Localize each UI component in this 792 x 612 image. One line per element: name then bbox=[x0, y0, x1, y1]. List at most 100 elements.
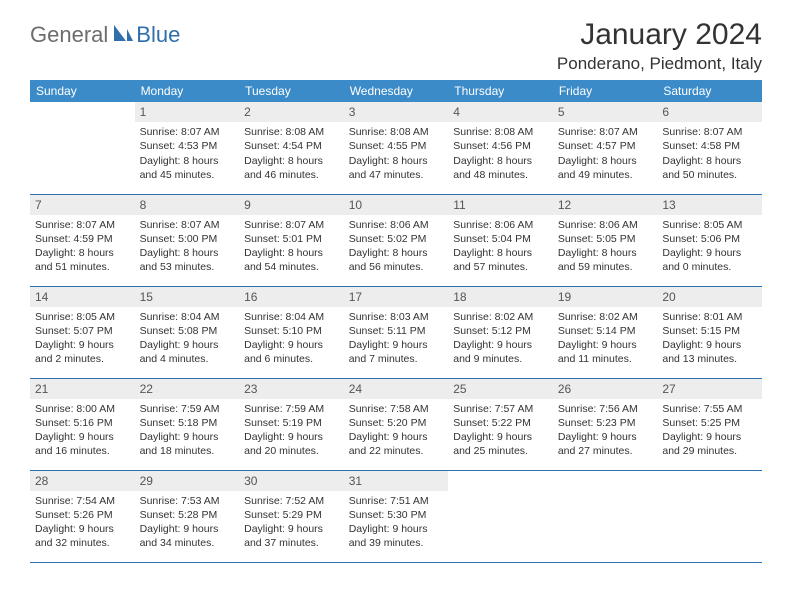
logo: General Blue bbox=[30, 18, 180, 48]
calendar-day-cell: 17Sunrise: 8:03 AMSunset: 5:11 PMDayligh… bbox=[344, 286, 449, 378]
day-sr: Sunrise: 7:59 AM bbox=[140, 402, 235, 416]
day-d2: and 6 minutes. bbox=[244, 352, 339, 366]
day-sr: Sunrise: 8:01 AM bbox=[662, 310, 757, 324]
calendar-day-cell: 26Sunrise: 7:56 AMSunset: 5:23 PMDayligh… bbox=[553, 378, 658, 470]
location-subtitle: Ponderano, Piedmont, Italy bbox=[557, 54, 762, 74]
day-body: Sunrise: 8:02 AMSunset: 5:12 PMDaylight:… bbox=[448, 307, 553, 371]
day-ss: Sunset: 5:11 PM bbox=[349, 324, 444, 338]
weekday-header: Saturday bbox=[657, 80, 762, 102]
day-d2: and 22 minutes. bbox=[349, 444, 444, 458]
day-ss: Sunset: 5:20 PM bbox=[349, 416, 444, 430]
day-body: Sunrise: 7:53 AMSunset: 5:28 PMDaylight:… bbox=[135, 491, 240, 555]
day-number: 1 bbox=[135, 102, 240, 122]
day-ss: Sunset: 5:05 PM bbox=[558, 232, 653, 246]
day-sr: Sunrise: 8:04 AM bbox=[244, 310, 339, 324]
calendar-day-cell: 21 Sunrise: 8:00 AMSunset: 5:16 PMDayligh… bbox=[30, 378, 135, 470]
day-body: Sunrise: 7:51 AMSunset: 5:30 PMDaylight:… bbox=[344, 491, 449, 555]
logo-sail-icon bbox=[112, 23, 134, 48]
day-number: 21 bbox=[30, 379, 135, 399]
day-d1: Daylight: 8 hours bbox=[140, 154, 235, 168]
day-d1: Daylight: 9 hours bbox=[244, 522, 339, 536]
weekday-header: Sunday bbox=[30, 80, 135, 102]
day-number: 27 bbox=[657, 379, 762, 399]
day-ss: Sunset: 5:16 PM bbox=[35, 416, 130, 430]
day-number: 20 bbox=[657, 287, 762, 307]
day-sr: Sunrise: 8:00 AM bbox=[35, 402, 130, 416]
day-number: 9 bbox=[239, 195, 344, 215]
day-d1: Daylight: 9 hours bbox=[453, 338, 548, 352]
day-sr: Sunrise: 8:07 AM bbox=[244, 218, 339, 232]
day-sr: Sunrise: 7:58 AM bbox=[349, 402, 444, 416]
day-d2: and 45 minutes. bbox=[140, 168, 235, 182]
calendar-day-cell: 14Sunrise: 8:05 AMSunset: 5:07 PMDayligh… bbox=[30, 286, 135, 378]
day-ss: Sunset: 5:06 PM bbox=[662, 232, 757, 246]
calendar-day-cell: 3Sunrise: 8:08 AMSunset: 4:55 PMDaylight… bbox=[344, 102, 449, 194]
day-d1: Daylight: 9 hours bbox=[140, 338, 235, 352]
day-sr: Sunrise: 8:06 AM bbox=[453, 218, 548, 232]
day-sr: Sunrise: 7:54 AM bbox=[35, 494, 130, 508]
day-sr: Sunrise: 8:02 AM bbox=[453, 310, 548, 324]
calendar-day-cell: 23Sunrise: 7:59 AMSunset: 5:19 PMDayligh… bbox=[239, 378, 344, 470]
day-ss: Sunset: 5:12 PM bbox=[453, 324, 548, 338]
day-ss: Sunset: 5:15 PM bbox=[662, 324, 757, 338]
day-d2: and 47 minutes. bbox=[349, 168, 444, 182]
day-sr: Sunrise: 8:02 AM bbox=[558, 310, 653, 324]
calendar-day-cell: 20Sunrise: 8:01 AMSunset: 5:15 PMDayligh… bbox=[657, 286, 762, 378]
day-d2: and 57 minutes. bbox=[453, 260, 548, 274]
day-ss: Sunset: 5:30 PM bbox=[349, 508, 444, 522]
day-d1: Daylight: 9 hours bbox=[349, 430, 444, 444]
day-number: 3 bbox=[344, 102, 449, 122]
day-d1: Daylight: 9 hours bbox=[558, 430, 653, 444]
calendar-week-row: 21Sunrise: 8:00 AMSunset: 5:16 PMDayligh… bbox=[30, 378, 762, 470]
day-sr: Sunrise: 8:08 AM bbox=[244, 125, 339, 139]
day-body: Sunrise: 8:07 AMSunset: 4:59 PMDaylight:… bbox=[30, 215, 135, 279]
day-ss: Sunset: 5:00 PM bbox=[140, 232, 235, 246]
day-ss: Sunset: 4:57 PM bbox=[558, 139, 653, 153]
day-d2: and 20 minutes. bbox=[244, 444, 339, 458]
day-body: Sunrise: 7:54 AMSunset: 5:26 PMDaylight:… bbox=[30, 491, 135, 555]
calendar-day-cell: 5Sunrise: 8:07 AMSunset: 4:57 PMDaylight… bbox=[553, 102, 658, 194]
day-number: 16 bbox=[239, 287, 344, 307]
day-ss: Sunset: 5:26 PM bbox=[35, 508, 130, 522]
calendar-day-cell: 16Sunrise: 8:04 AMSunset: 5:10 PMDayligh… bbox=[239, 286, 344, 378]
calendar-day-cell: 18Sunrise: 8:02 AMSunset: 5:12 PMDayligh… bbox=[448, 286, 553, 378]
day-ss: Sunset: 5:08 PM bbox=[140, 324, 235, 338]
day-sr: Sunrise: 8:03 AM bbox=[349, 310, 444, 324]
day-number: 29 bbox=[135, 471, 240, 491]
day-ss: Sunset: 5:07 PM bbox=[35, 324, 130, 338]
day-ss: Sunset: 5:02 PM bbox=[349, 232, 444, 246]
day-ss: Sunset: 4:53 PM bbox=[140, 139, 235, 153]
day-d1: Daylight: 8 hours bbox=[349, 246, 444, 260]
weekday-header: Friday bbox=[553, 80, 658, 102]
day-d1: Daylight: 9 hours bbox=[558, 338, 653, 352]
day-number: 26 bbox=[553, 379, 658, 399]
day-d2: and 49 minutes. bbox=[558, 168, 653, 182]
day-body: Sunrise: 7:59 AMSunset: 5:18 PMDaylight:… bbox=[135, 399, 240, 463]
day-body: Sunrise: 8:05 AMSunset: 5:06 PMDaylight:… bbox=[657, 215, 762, 279]
day-number: 31 bbox=[344, 471, 449, 491]
day-body: Sunrise: 8:04 AMSunset: 5:08 PMDaylight:… bbox=[135, 307, 240, 371]
calendar-day-cell bbox=[553, 470, 658, 562]
calendar-day-cell: 4Sunrise: 8:08 AMSunset: 4:56 PMDaylight… bbox=[448, 102, 553, 194]
calendar-day-cell: 2Sunrise: 8:08 AMSunset: 4:54 PMDaylight… bbox=[239, 102, 344, 194]
day-number: 30 bbox=[239, 471, 344, 491]
day-sr: Sunrise: 8:07 AM bbox=[35, 218, 130, 232]
calendar-day-cell: 8Sunrise: 8:07 AMSunset: 5:00 PMDaylight… bbox=[135, 194, 240, 286]
day-ss: Sunset: 5:29 PM bbox=[244, 508, 339, 522]
day-d2: and 37 minutes. bbox=[244, 536, 339, 550]
day-d1: Daylight: 9 hours bbox=[35, 430, 130, 444]
day-sr: Sunrise: 8:07 AM bbox=[140, 218, 235, 232]
day-d2: and 32 minutes. bbox=[35, 536, 130, 550]
day-number: 4 bbox=[448, 102, 553, 122]
day-d2: and 54 minutes. bbox=[244, 260, 339, 274]
calendar-body: 1Sunrise: 8:07 AMSunset: 4:53 PMDaylight… bbox=[30, 102, 762, 562]
day-d1: Daylight: 8 hours bbox=[140, 246, 235, 260]
day-sr: Sunrise: 7:52 AM bbox=[244, 494, 339, 508]
calendar-day-cell: 31Sunrise: 7:51 AMSunset: 5:30 PMDayligh… bbox=[344, 470, 449, 562]
day-body: Sunrise: 7:56 AMSunset: 5:23 PMDaylight:… bbox=[553, 399, 658, 463]
day-sr: Sunrise: 8:08 AM bbox=[349, 125, 444, 139]
day-number: 13 bbox=[657, 195, 762, 215]
day-d1: Daylight: 9 hours bbox=[140, 522, 235, 536]
calendar-week-row: 28Sunrise: 7:54 AMSunset: 5:26 PMDayligh… bbox=[30, 470, 762, 562]
day-body: Sunrise: 8:07 AMSunset: 5:00 PMDaylight:… bbox=[135, 215, 240, 279]
